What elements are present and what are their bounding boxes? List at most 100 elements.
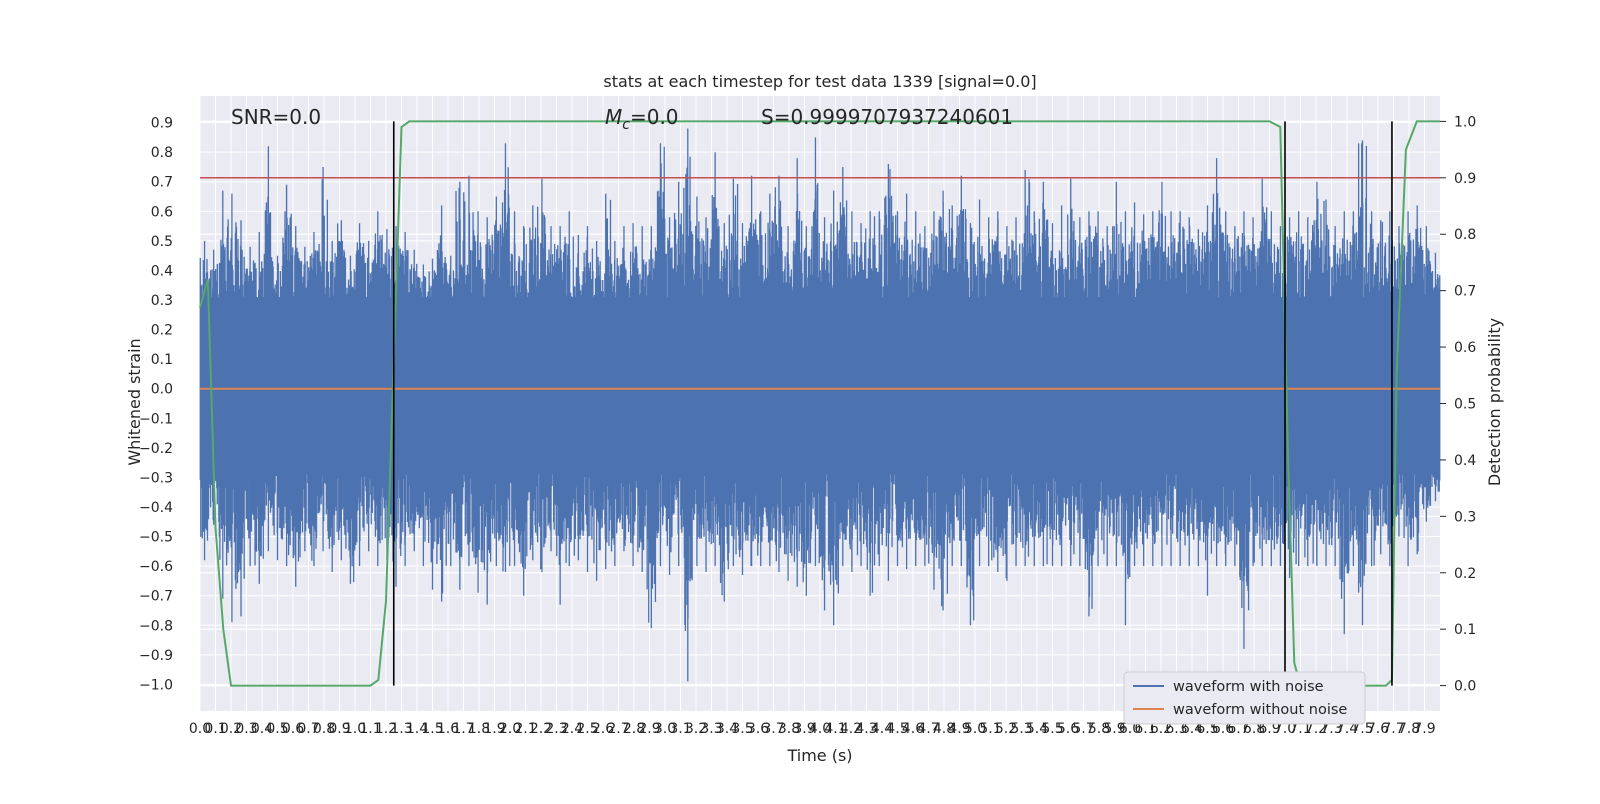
x-tick-label: 1.3 bbox=[390, 721, 412, 737]
x-tick-label: 5.6 bbox=[1057, 721, 1079, 737]
x-tick-label: 1.4 bbox=[406, 721, 428, 737]
x-tick-label: 2.4 bbox=[561, 721, 583, 737]
x-tick-label: 7.5 bbox=[1351, 721, 1373, 737]
mc-subscript: c bbox=[622, 117, 630, 133]
x-tick-label: 7.8 bbox=[1398, 721, 1420, 737]
x-tick-label: 6.0 bbox=[1119, 721, 1141, 737]
y-tick-label: −0.9 bbox=[139, 648, 173, 664]
x-tick-label: 4.9 bbox=[948, 721, 970, 737]
legend: waveform with noise waveform without noi… bbox=[1123, 671, 1366, 725]
x-tick-label: 2.6 bbox=[592, 721, 614, 737]
x-tick-label: 2.9 bbox=[638, 721, 660, 737]
x-tick-label: 0.8 bbox=[313, 721, 335, 737]
y-tick-label: 0.5 bbox=[151, 234, 173, 250]
y2-tick-label: 0.5 bbox=[1454, 397, 1476, 413]
y-tick-label: −0.2 bbox=[139, 441, 173, 457]
x-tick-label: 2.1 bbox=[514, 721, 536, 737]
x-tick-label: 3.2 bbox=[685, 721, 707, 737]
waveform-core-band bbox=[200, 297, 1440, 475]
x-tick-label: 1.0 bbox=[344, 721, 366, 737]
x-tick-label: 3.4 bbox=[716, 721, 738, 737]
x-tick-label: 7.3 bbox=[1320, 721, 1342, 737]
y2-tick-label: 0.2 bbox=[1454, 566, 1476, 582]
y2-tick-label: 0.0 bbox=[1454, 679, 1476, 695]
x-tick-label: 6.6 bbox=[1212, 721, 1234, 737]
x-tick-label: 7.6 bbox=[1367, 721, 1389, 737]
x-tick-label: 1.8 bbox=[468, 721, 490, 737]
y2-tick-label: 0.6 bbox=[1454, 340, 1476, 356]
x-tick-label: 2.5 bbox=[576, 721, 598, 737]
y2-tick-label: 1.0 bbox=[1454, 114, 1476, 130]
x-tick-label: 1.5 bbox=[421, 721, 443, 737]
event-lines bbox=[392, 121, 1393, 686]
x-axis-label: Time (s) bbox=[786, 746, 852, 765]
x-tick-label: 3.1 bbox=[669, 721, 691, 737]
y-tick-label: 0.0 bbox=[151, 382, 173, 398]
x-tick-label: 2.0 bbox=[499, 721, 521, 737]
x-tick-label: 5.8 bbox=[1088, 721, 1110, 737]
y2-tick-label: 0.7 bbox=[1454, 284, 1476, 300]
x-tick-label: 4.2 bbox=[840, 721, 862, 737]
waveform-with-noise-series bbox=[199, 128, 1441, 682]
y2-tick-label: 0.3 bbox=[1454, 509, 1476, 525]
x-tick-label: 1.6 bbox=[437, 721, 459, 737]
x-tick-label: 4.0 bbox=[809, 721, 831, 737]
x-axis-ticks: 0.00.10.20.30.40.50.60.70.80.91.01.11.21… bbox=[189, 721, 1436, 737]
y-tick-label: 0.8 bbox=[151, 145, 173, 161]
x-tick-label: 3.7 bbox=[762, 721, 784, 737]
mc-value: =0.0 bbox=[630, 105, 679, 129]
x-tick-label: 5.2 bbox=[995, 721, 1017, 737]
y-tick-label: −0.4 bbox=[139, 500, 173, 516]
x-tick-label: 4.6 bbox=[902, 721, 924, 737]
y2-tick-label: 0.4 bbox=[1454, 453, 1476, 469]
x-tick-label: 6.1 bbox=[1134, 721, 1156, 737]
x-tick-label: 3.3 bbox=[700, 721, 722, 737]
x-tick-label: 4.1 bbox=[824, 721, 846, 737]
x-tick-label: 4.3 bbox=[855, 721, 877, 737]
y-tick-label: −0.6 bbox=[139, 559, 173, 575]
x-tick-label: 0.9 bbox=[328, 721, 350, 737]
x-tick-label: 1.2 bbox=[375, 721, 397, 737]
x-tick-label: 0.7 bbox=[297, 721, 319, 737]
x-tick-label: 5.3 bbox=[1010, 721, 1032, 737]
y-tick-label: −0.5 bbox=[139, 530, 173, 546]
x-tick-label: 5.5 bbox=[1041, 721, 1063, 737]
y-tick-label: 0.6 bbox=[151, 204, 173, 220]
x-tick-label: 3.6 bbox=[747, 721, 769, 737]
x-tick-label: 0.6 bbox=[282, 721, 304, 737]
y-tick-label: 0.9 bbox=[151, 116, 173, 132]
x-tick-label: 6.3 bbox=[1165, 721, 1187, 737]
x-tick-label: 6.4 bbox=[1181, 721, 1203, 737]
x-tick-label: 4.5 bbox=[886, 721, 908, 737]
x-tick-label: 7.2 bbox=[1305, 721, 1327, 737]
x-tick-label: 6.8 bbox=[1243, 721, 1265, 737]
x-tick-label: 2.3 bbox=[545, 721, 567, 737]
x-tick-label: 6.9 bbox=[1258, 721, 1280, 737]
y2-tick-label: 0.9 bbox=[1454, 171, 1476, 187]
x-tick-label: 6.2 bbox=[1150, 721, 1172, 737]
y-tick-label: −0.3 bbox=[139, 470, 173, 486]
x-tick-label: 4.4 bbox=[871, 721, 893, 737]
detection-probability-series bbox=[199, 120, 1440, 687]
x-tick-label: 4.8 bbox=[933, 721, 955, 737]
legend-label-clean: waveform without noise bbox=[1173, 702, 1347, 718]
x-tick-label: 7.4 bbox=[1336, 721, 1358, 737]
y-tick-label: 0.2 bbox=[151, 323, 173, 339]
legend-label-noise: waveform with noise bbox=[1173, 679, 1324, 695]
y-axis-ticks: 0.9 0.8 0.7 0.6 0.5 0.4 0.3 0.2 0.1 0.0 −0.1 −0.2 −0… bbox=[139, 116, 173, 694]
y2-tick-label: 0.8 bbox=[1454, 227, 1476, 243]
x-tick-label: 3.9 bbox=[793, 721, 815, 737]
x-tick-label: 3.8 bbox=[778, 721, 800, 737]
x-tick-label: 0.4 bbox=[251, 721, 273, 737]
mc-annotation: Mc=0.0 bbox=[605, 105, 679, 133]
x-tick-label: 0.5 bbox=[266, 721, 288, 737]
y-tick-label: 0.7 bbox=[151, 175, 173, 191]
x-tick-label: 6.7 bbox=[1227, 721, 1249, 737]
x-tick-label: 7.0 bbox=[1274, 721, 1296, 737]
y2-axis-ticks: 1.0 0.9 0.8 0.7 0.6 0.5 0.4 0.3 0.2 0.1 0.0 bbox=[1440, 114, 1476, 695]
y-tick-label: 0.1 bbox=[151, 352, 173, 368]
y-tick-label: −0.8 bbox=[139, 618, 173, 634]
mc-symbol: M bbox=[605, 105, 622, 129]
x-tick-label: 0.0 bbox=[189, 721, 211, 737]
